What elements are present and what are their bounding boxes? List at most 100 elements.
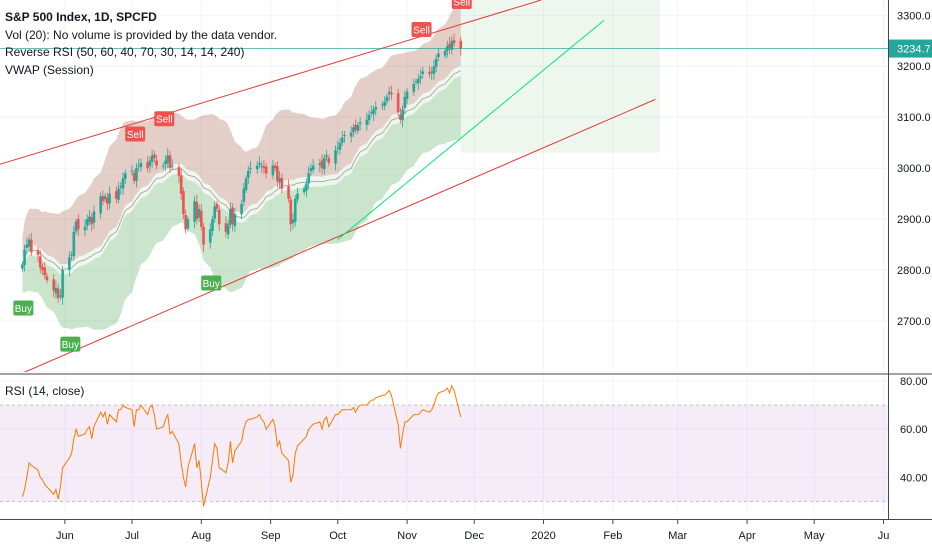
candle[interactable] [224, 216, 228, 238]
candle[interactable] [217, 204, 221, 231]
candle[interactable] [302, 185, 306, 196]
candle[interactable] [396, 88, 400, 117]
candle[interactable] [367, 110, 371, 125]
candle[interactable] [289, 195, 293, 232]
time-axis[interactable]: Jun Jul Aug Sep Oct Nov Dec 2020 Feb Mar Apr May Ju [56, 520, 889, 542]
rsi-pane[interactable] [0, 376, 888, 516]
candle[interactable] [182, 187, 185, 220]
candle[interactable] [291, 213, 295, 230]
candle[interactable] [132, 169, 136, 184]
candle[interactable] [153, 150, 156, 164]
candle[interactable] [430, 67, 433, 81]
indicator-volume[interactable]: Vol (20): No volume is provided by the d… [5, 27, 278, 42]
candle[interactable] [76, 214, 80, 236]
candle[interactable] [168, 150, 172, 173]
candle[interactable] [358, 117, 362, 131]
candle[interactable] [30, 232, 33, 256]
candle[interactable] [271, 160, 275, 180]
sell-signal[interactable]: Sell [411, 22, 432, 38]
candle[interactable] [61, 266, 64, 305]
candle[interactable] [459, 36, 463, 56]
sell-signal[interactable]: Sell [154, 111, 175, 127]
candle[interactable] [352, 123, 355, 138]
candle[interactable] [311, 158, 315, 174]
candle[interactable] [115, 186, 118, 204]
indicator-rsi[interactable]: RSI (14, close) [5, 384, 85, 398]
candle[interactable] [215, 200, 219, 212]
candle[interactable] [412, 78, 416, 96]
candle[interactable] [226, 219, 230, 239]
candle[interactable] [106, 192, 109, 211]
sell-signal[interactable]: Sell [125, 126, 146, 142]
candle[interactable] [150, 149, 154, 168]
candle[interactable] [336, 140, 340, 155]
candle[interactable] [421, 66, 425, 79]
candle[interactable] [195, 194, 199, 225]
candle[interactable] [166, 148, 170, 169]
candle[interactable] [197, 204, 201, 223]
candle[interactable] [255, 161, 259, 174]
candle[interactable] [240, 200, 243, 220]
candle[interactable] [414, 78, 418, 86]
candle[interactable] [177, 163, 181, 183]
last-price-badge[interactable] [889, 39, 932, 58]
candle[interactable] [327, 154, 331, 167]
candle[interactable] [325, 149, 328, 162]
candle[interactable] [56, 283, 60, 303]
channel-lower-line[interactable] [0, 98, 656, 384]
candle[interactable] [155, 154, 158, 170]
candle[interactable] [405, 88, 409, 104]
candle[interactable] [90, 213, 94, 232]
candle[interactable] [343, 130, 346, 143]
candle[interactable] [130, 165, 134, 176]
candle[interactable] [211, 215, 214, 236]
candle[interactable] [258, 156, 261, 169]
candle[interactable] [36, 246, 40, 262]
candle[interactable] [338, 138, 342, 155]
candle[interactable] [184, 209, 187, 234]
chart-title[interactable]: S&P 500 Index, 1D, SPCFD [5, 10, 157, 24]
candle[interactable] [242, 182, 246, 206]
candle[interactable] [83, 219, 87, 236]
candle[interactable] [103, 193, 107, 203]
buy-signal[interactable]: Buy [13, 300, 34, 316]
candle[interactable] [25, 237, 29, 254]
candle[interactable] [70, 251, 73, 261]
candle[interactable] [135, 163, 138, 188]
candle[interactable] [399, 108, 402, 124]
candle[interactable] [437, 47, 440, 62]
candle[interactable] [365, 112, 369, 131]
candle[interactable] [264, 163, 268, 179]
candle[interactable] [416, 73, 420, 90]
sell-signal[interactable]: Sell [451, 0, 472, 10]
candle[interactable] [52, 274, 55, 298]
candle[interactable] [276, 161, 279, 188]
buy-signal[interactable]: Buy [201, 275, 222, 291]
candle[interactable] [307, 166, 310, 190]
candle[interactable] [117, 181, 120, 204]
candle[interactable] [68, 251, 71, 277]
candle[interactable] [419, 69, 422, 85]
candle[interactable] [372, 105, 375, 122]
candle[interactable] [231, 203, 234, 232]
candle[interactable] [59, 288, 62, 301]
candle[interactable] [54, 280, 58, 299]
candle[interactable] [200, 204, 203, 231]
candle[interactable] [121, 172, 125, 195]
candle[interactable] [381, 100, 384, 111]
candle[interactable] [323, 154, 326, 175]
candle[interactable] [262, 160, 266, 175]
indicator-reverse-rsi[interactable]: Reverse RSI (50, 60, 40, 70, 30, 14, 14,… [5, 45, 245, 59]
candle[interactable] [27, 234, 31, 252]
candle[interactable] [208, 223, 212, 249]
candle[interactable] [356, 121, 360, 135]
candle[interactable] [309, 163, 313, 176]
price-axis[interactable]: 3300.0 3200.0 3100.0 3000.0 2900.0 2800.0 2700… [889, 10, 932, 328]
candle[interactable] [148, 156, 152, 173]
candle[interactable] [273, 162, 277, 172]
candle[interactable] [45, 273, 49, 284]
candle[interactable] [387, 86, 391, 101]
candle[interactable] [108, 186, 111, 209]
candle[interactable] [334, 145, 337, 171]
candle[interactable] [401, 105, 404, 128]
